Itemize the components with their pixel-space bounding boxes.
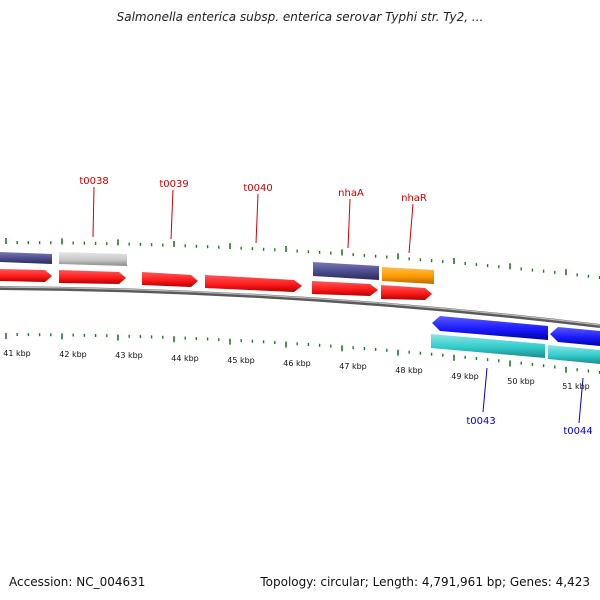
scale-label: 47 kbp: [339, 362, 367, 371]
leader-nhaR: [408, 203, 414, 254]
scale-label: 46 kbp: [283, 359, 311, 368]
gene-red-1: [0, 269, 52, 282]
gene-label: nhaR: [401, 193, 427, 204]
scale-label: 43 kbp: [115, 351, 143, 360]
accession-text: Accession: NC_004631: [9, 575, 146, 589]
leader-nhaA: [347, 198, 351, 249]
tick-row-upper: [5, 238, 600, 279]
label-leaders-lower: [482, 367, 584, 424]
gene-gray: [59, 252, 127, 266]
gene-orange-nhaR: [382, 267, 434, 284]
tick-row-lower: [5, 333, 600, 374]
genome-backbone: [0, 286, 600, 328]
scale-label: 41 kbp: [3, 349, 31, 358]
gene-red-5: [312, 281, 378, 296]
gene-label: t0040: [243, 183, 272, 194]
gene-cyan-2: [548, 345, 600, 364]
scale-label: 51 kbp: [562, 382, 590, 391]
label-leaders: [92, 186, 414, 254]
map-title: Salmonella enterica subsp. enterica sero…: [116, 10, 484, 24]
gene-labels: t0038 t0039 t0040 nhaA nhaR t0043 t0044: [79, 176, 592, 437]
genome-summary-text: Topology: circular; Length: 4,791,961 bp…: [260, 575, 590, 589]
gene-label: t0044: [563, 426, 592, 437]
scale-label: 44 kbp: [171, 354, 199, 363]
scale-labels: 41 kbp 42 kbp 43 kbp 44 kbp 45 kbp 46 kb…: [3, 349, 590, 391]
gene-purple-nhaA: [313, 262, 379, 280]
gene-red-4: [205, 275, 302, 292]
leader-t0038: [92, 186, 95, 238]
gene-red-3: [142, 272, 198, 287]
gene-purple-left: [0, 252, 52, 264]
gene-label: t0043: [466, 416, 495, 427]
gene-red-2: [59, 270, 126, 284]
scale-label: 50 kbp: [507, 377, 535, 386]
leader-t0044: [578, 377, 584, 424]
scale-label: 45 kbp: [227, 356, 255, 365]
leader-t0040: [255, 193, 259, 244]
leader-t0039: [170, 189, 174, 240]
gene-red-6: [381, 285, 432, 300]
scale-label: 48 kbp: [395, 366, 423, 375]
features-upper: [0, 252, 434, 300]
gene-blue-1: [432, 316, 548, 340]
gene-label: nhaA: [338, 188, 364, 199]
leader-t0043: [482, 367, 488, 413]
gene-label: t0038: [79, 176, 108, 187]
gene-label: t0039: [159, 179, 188, 190]
gene-blue-2: [550, 327, 600, 346]
gene-cyan-1: [431, 334, 545, 358]
scale-label: 42 kbp: [59, 350, 87, 359]
genome-backbone-highlight: [0, 286, 600, 326]
features-lower: [431, 316, 600, 364]
scale-label: 49 kbp: [451, 372, 479, 381]
